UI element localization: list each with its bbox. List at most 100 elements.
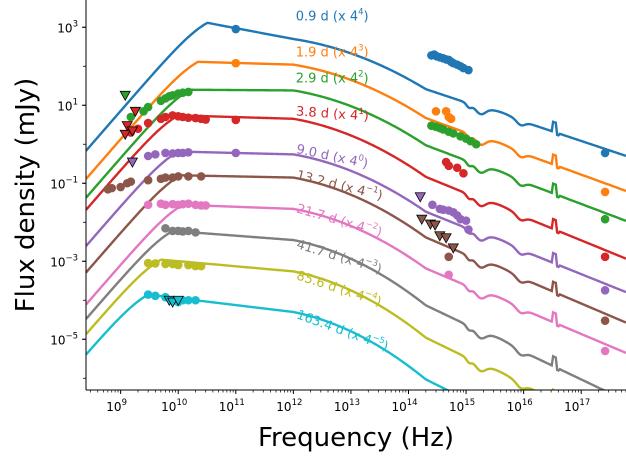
sed-model-curve [86,203,626,355]
x-axis-title: Frequency (Hz) [258,423,454,453]
x-tick-label: 1011 [219,398,245,414]
upper-limit-marker [447,243,459,254]
detection-point [184,113,193,122]
detection-point [201,201,210,210]
detection-point [184,172,193,181]
detection-point [184,260,193,270]
detection-point [471,139,481,149]
detection-point [600,316,610,325]
detection-point [231,58,241,68]
series-layer [86,21,626,390]
detection-point [600,214,610,224]
y-tick-label: 10−1 [50,175,78,191]
detection-point [452,163,462,173]
detection-point [600,286,610,295]
series-5 [86,172,626,325]
detection-point [444,161,454,171]
detection-point [116,182,125,192]
detection-point [161,112,170,122]
detection-point [161,259,170,269]
detection-point [231,148,241,158]
x-tick-label: 1014 [391,398,417,414]
upper-limit-marker [126,157,139,168]
detection-point [448,129,458,138]
series-label: 163.4 d (x 4−5) [294,306,391,355]
sed-model-curve [86,21,626,158]
x-tick-label: 1015 [449,398,475,414]
detection-point [191,295,200,305]
y-tick-label: 103 [57,19,78,35]
series-7 [86,224,607,390]
detection-point [143,258,153,268]
detection-point [191,228,200,237]
series-2 [86,87,626,224]
x-tick-label: 109 [106,398,127,414]
series-4 [86,148,626,295]
x-tick-label: 1013 [334,398,360,414]
detection-point [461,216,471,225]
x-tick-label: 1012 [276,398,302,414]
detection-point [151,291,160,301]
detection-point [196,172,206,181]
detection-point [173,172,183,181]
detection-point [173,260,183,270]
series-1 [86,58,626,197]
y-axis-title: Flux density (mJy) [11,78,41,313]
detection-point [161,148,170,158]
detection-point [126,177,136,186]
detection-point [184,295,193,305]
ticks: 109 1010 1011 1012 1013 1014 1015 1016 1017 103 10… [50,19,626,414]
detection-point [184,199,193,208]
detection-point [464,225,473,234]
series-0 [86,21,626,158]
detection-point [428,200,437,210]
series-label: 0.9 d (x 44) [296,7,369,24]
y-tick-label: 101 [57,97,78,113]
detection-point [143,151,153,161]
detection-point [444,270,454,280]
axes [85,0,626,391]
detection-point [464,65,473,75]
series-9 [86,290,450,390]
detection-point [143,118,153,128]
detection-point [151,259,160,268]
detection-point [143,290,153,299]
detection-point [231,115,241,125]
detection-point [143,200,153,210]
upper-limit-marker [129,106,142,118]
series-label: 2.9 d (x 42) [296,70,369,87]
detection-point [184,87,193,97]
upper-limit-marker [440,233,452,244]
detection-point [151,150,160,159]
upper-limit-marker [119,129,131,141]
upper-limit-marker [119,90,131,102]
detection-point [446,114,456,124]
sed-model-curve [86,60,626,193]
y-tick-label: 10−3 [50,253,78,269]
detection-point [184,148,193,157]
detection-point [161,200,170,210]
x-tick-label: 1017 [564,398,590,414]
detection-point [600,346,610,356]
detection-point [444,252,454,262]
series-label: 3.8 d (x 41) [295,102,369,124]
detection-point [201,115,210,124]
upper-limit-marker [416,214,428,225]
detection-point [161,173,170,182]
detection-point [600,148,610,158]
detection-point [431,107,441,116]
series-label: 85.6 d (x 4−4) [295,267,384,310]
detection-point [143,175,153,185]
upper-limit-marker [172,295,184,307]
detection-point [600,252,610,262]
upper-limit-marker [126,126,139,137]
upper-limit-marker [429,220,441,231]
upper-limit-marker [414,192,426,203]
x-tick-label: 1016 [507,398,533,414]
series-8 [86,258,557,390]
detection-point [231,24,241,34]
y-tick-label: 10−5 [50,331,78,347]
series-label: 1.9 d (x 43) [296,43,369,60]
series-label: 9.0 d (x 40) [295,140,370,172]
detection-point [459,169,468,178]
